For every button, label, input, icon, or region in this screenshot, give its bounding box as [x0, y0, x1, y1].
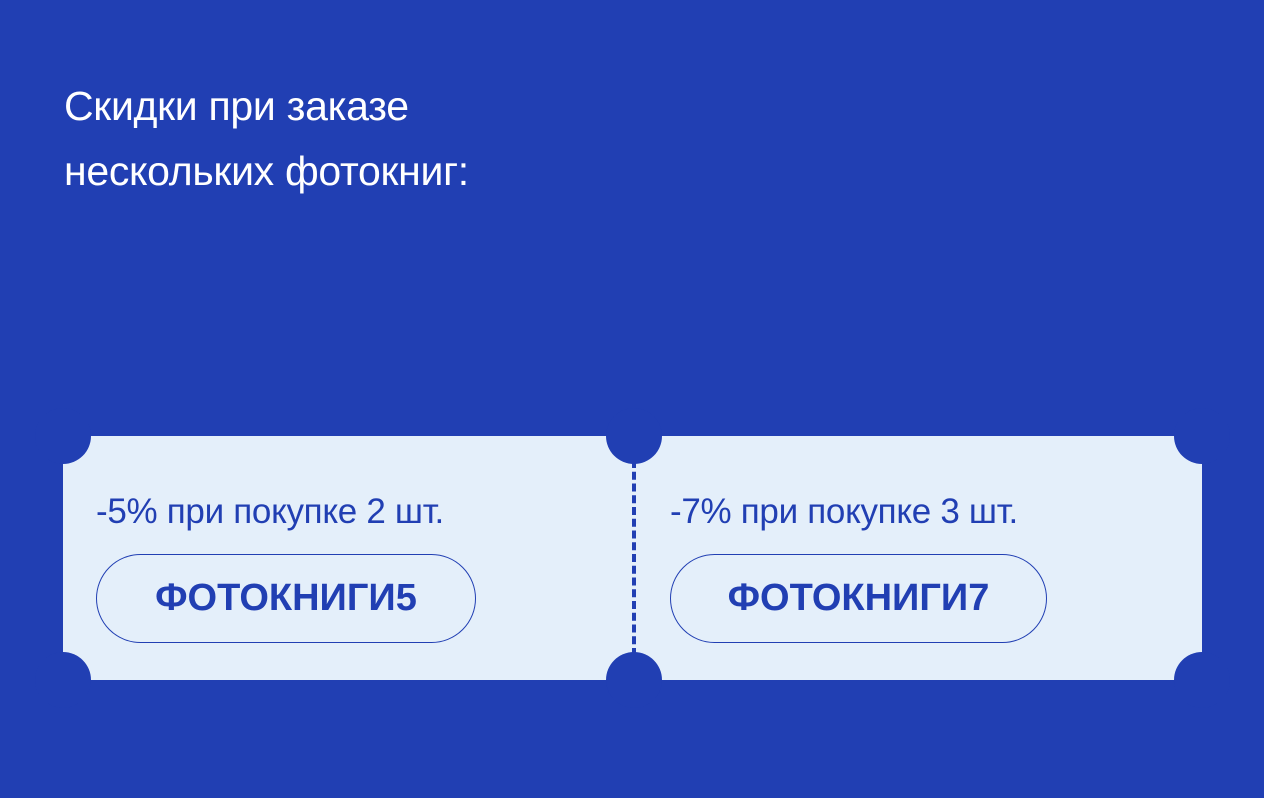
notch	[35, 408, 91, 464]
promo-code-button[interactable]: ФОТОКНИГИ7	[670, 554, 1047, 643]
coupon-7: -7% при покупке 3 шт. ФОТОКНИГИ7	[637, 436, 1202, 680]
notch	[606, 652, 662, 708]
notch	[1174, 408, 1230, 464]
page-title: Скидки при заказе нескольких фотокниг:	[64, 74, 469, 204]
promo-code-button[interactable]: ФОТОКНИГИ5	[96, 554, 476, 643]
notch	[1174, 652, 1230, 708]
title-line-2: нескольких фотокниг:	[64, 148, 469, 194]
notch	[606, 408, 662, 464]
coupon-5: -5% при покупке 2 шт. ФОТОКНИГИ5	[63, 436, 633, 680]
offer-text: -5% при покупке 2 шт.	[96, 492, 444, 531]
offer-text: -7% при покупке 3 шт.	[670, 492, 1018, 531]
perforation-divider	[632, 460, 636, 656]
title-line-1: Скидки при заказе	[64, 83, 409, 129]
coupon-ticket: -5% при покупке 2 шт. ФОТОКНИГИ5 -7% при…	[35, 408, 1230, 708]
notch	[35, 652, 91, 708]
